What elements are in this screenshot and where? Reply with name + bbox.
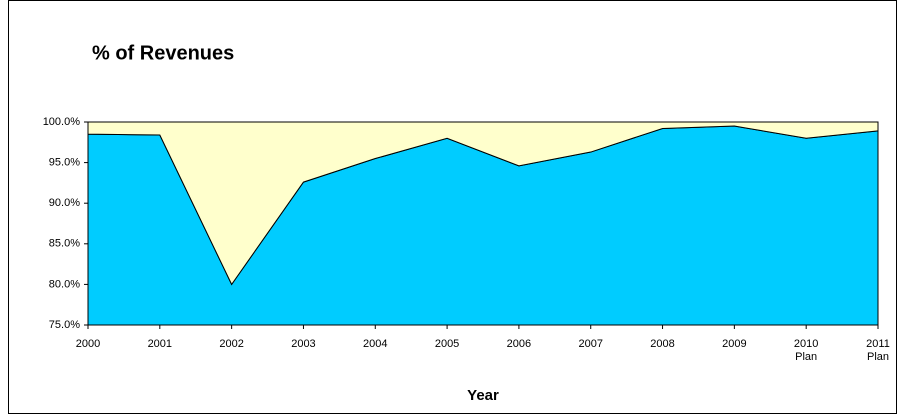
x-axis-label: Year bbox=[467, 387, 499, 404]
x-tick-label: 2003 bbox=[291, 338, 316, 350]
x-tick-label: 2005 bbox=[434, 338, 460, 350]
x-tick-label: 2001 bbox=[147, 338, 173, 350]
area bbox=[87, 121, 879, 286]
y-tick-label: 85.0% bbox=[49, 238, 80, 250]
y-tick-label: 90.0% bbox=[49, 197, 80, 209]
x-tick-label: 2009 bbox=[722, 338, 747, 350]
y-tick-label: 80.0% bbox=[49, 278, 80, 290]
x-tick-label: 2002 bbox=[219, 338, 244, 350]
x-tick-label: 2006 bbox=[506, 338, 532, 350]
x-tick-label: 2000 bbox=[75, 338, 101, 350]
x-tick-label: 2007 bbox=[578, 338, 603, 350]
x-tick-label: 2011 Plan bbox=[866, 338, 890, 363]
y-tick-label: 95.0% bbox=[49, 157, 80, 169]
y-tick-label: 75.0% bbox=[49, 319, 80, 331]
chart-title: % of Revenues bbox=[92, 42, 234, 64]
x-tick-label: 2010 Plan bbox=[793, 338, 819, 363]
x-tick-label: 2004 bbox=[363, 338, 388, 350]
x-tick-label: 2008 bbox=[650, 338, 675, 350]
y-tick-label: 100.0% bbox=[43, 116, 81, 128]
